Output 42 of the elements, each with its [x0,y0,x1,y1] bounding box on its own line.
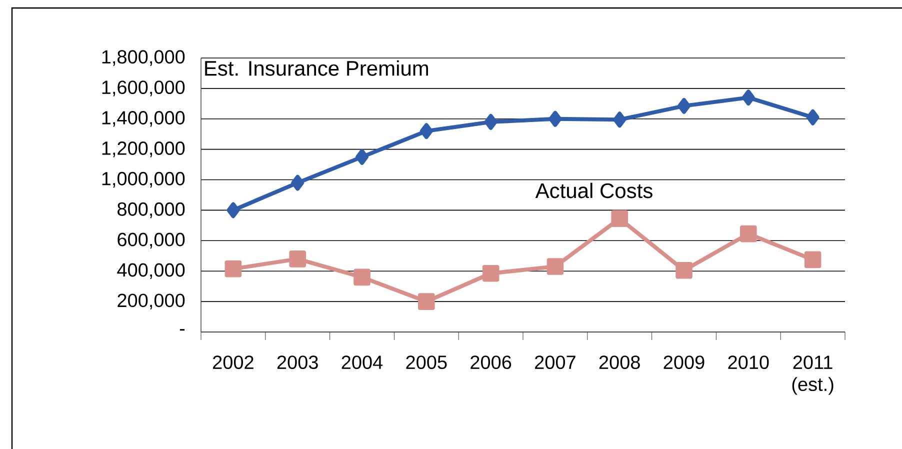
point [678,98,691,114]
y-tick-label: 1,600,000 [102,80,185,96]
y-tick-label: 1,000,000 [102,172,185,188]
x-tick-label: 2004 [342,356,383,370]
x-tick-label: 2009 [664,356,704,370]
point [806,109,820,126]
y-tick-label: 1,400,000 [102,111,185,127]
point [418,293,435,310]
series-label: Actual Costs [535,182,652,198]
point [226,202,240,218]
y-tick-label: 200,000 [118,294,185,310]
x-tick-label: 2005 [406,356,447,370]
y-tick-label: 1,800,000 [102,50,185,66]
x-tick-label: 2010 [728,356,769,370]
point [613,112,626,128]
x-tick-label: 2007 [535,356,576,370]
point [546,258,564,275]
x-tick-label: 2008 [599,356,640,370]
point [740,225,757,242]
x-tick-label: 2006 [470,356,512,370]
y-tick-label: 400,000 [117,263,185,279]
point [291,174,304,191]
point [484,114,498,130]
point [420,123,433,140]
y-tick-label: 1,200,000 [102,141,185,158]
y-tick-label: 800,000 [118,202,185,218]
x-tick-label: 2002 [213,356,254,370]
text: Est. Insurance Premium [205,60,428,76]
y-tick-label: 600,000 [118,232,185,249]
point [289,250,306,268]
point [742,90,755,106]
point [548,110,562,127]
x-tick-label: 2011 (est.) [792,356,834,395]
x-tick-label: 2003 [277,356,318,370]
point [356,148,369,165]
point [676,262,692,279]
point [482,264,500,282]
point [804,251,822,268]
y-tick-label: - [180,329,185,331]
point [224,260,242,278]
point [354,268,370,286]
point [611,210,628,227]
